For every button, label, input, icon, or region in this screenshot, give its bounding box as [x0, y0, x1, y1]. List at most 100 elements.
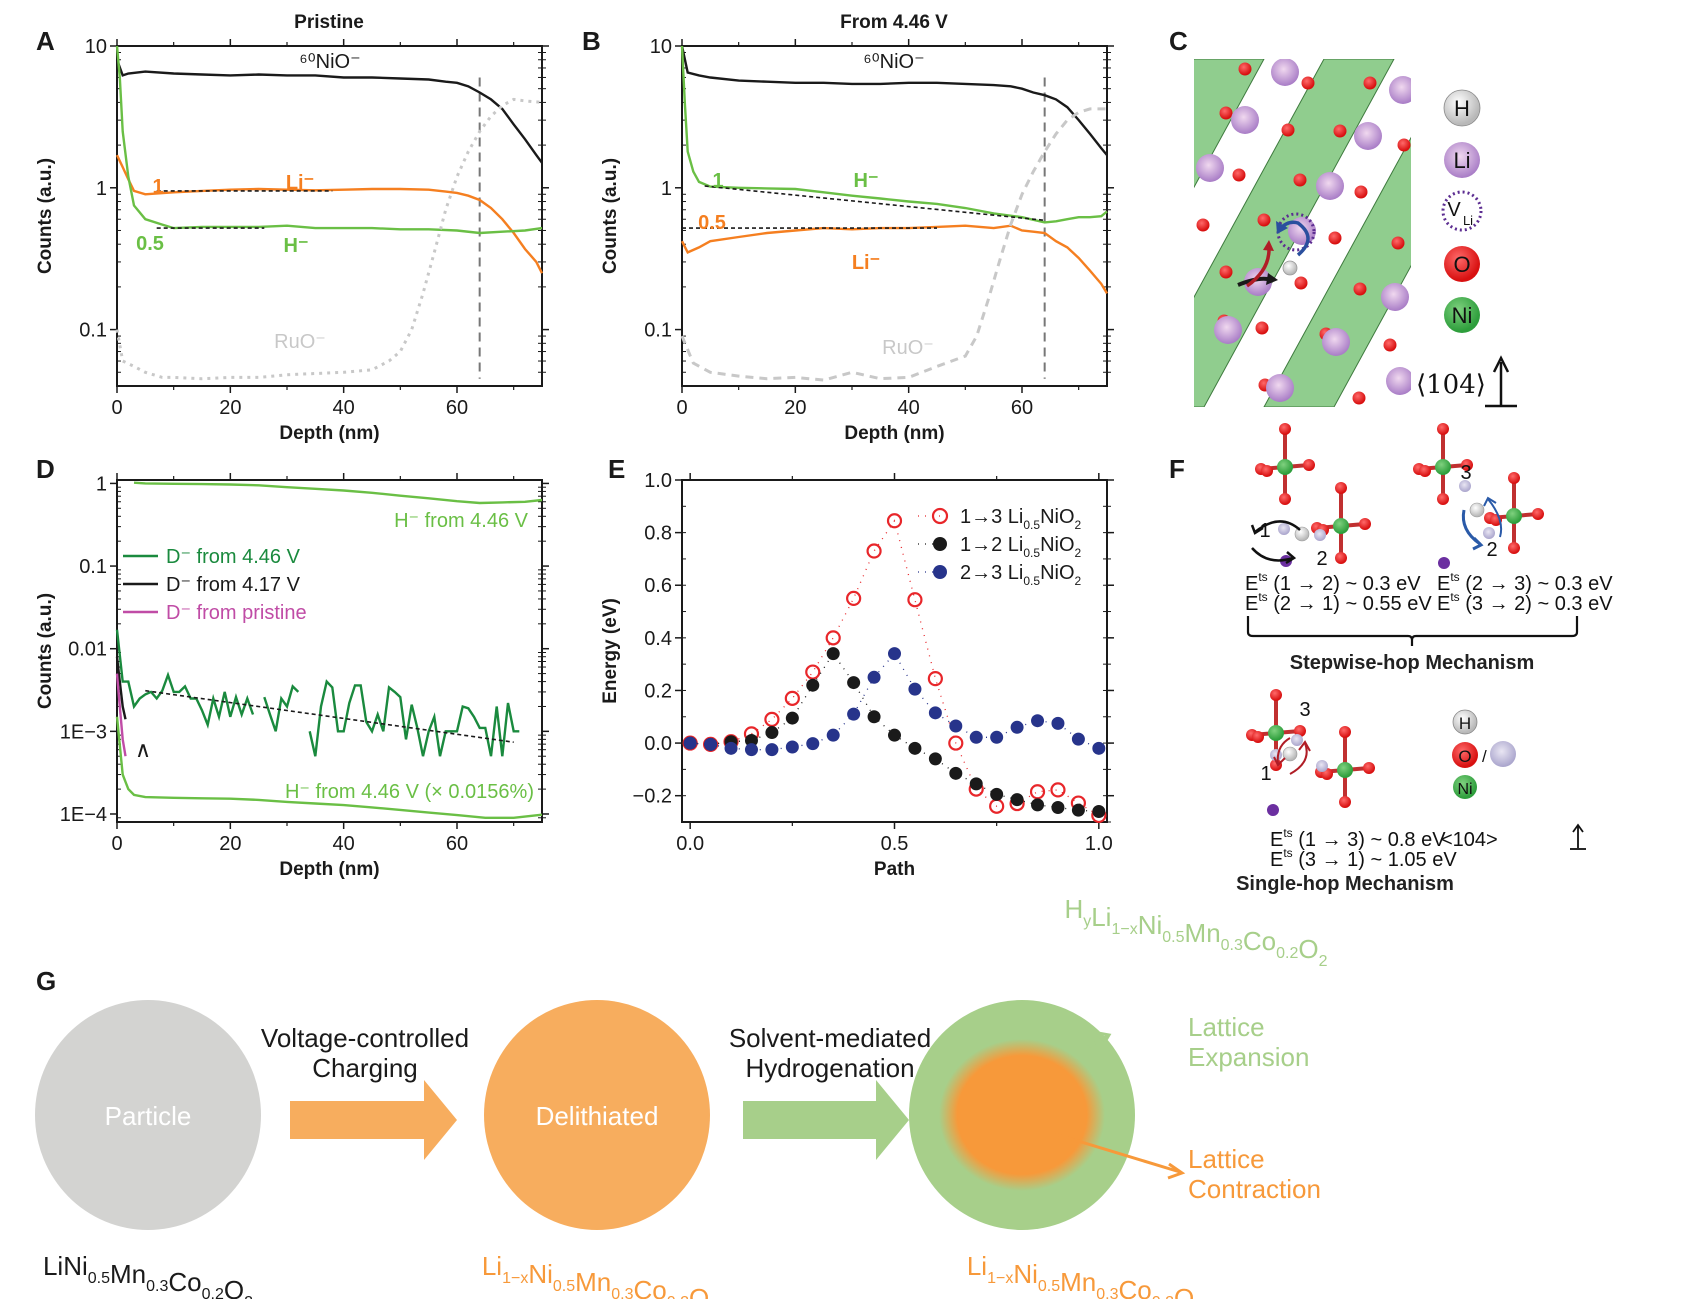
formula-element: Mn: [1185, 918, 1221, 948]
data-point: [888, 647, 901, 661]
hydrogenation-arrow-icon: [743, 1080, 909, 1160]
formula-element: O: [1174, 1283, 1194, 1299]
x-tick-label: 60: [446, 397, 468, 419]
lavender-oxygen-atom: [1483, 527, 1495, 539]
oxygen-atom: [1196, 218, 1210, 232]
panel-letter-a: A: [36, 26, 55, 56]
single-eq-2: Ets (3 → 1) ~ 1.05 eV: [1270, 846, 1457, 871]
legend-o-label: O: [1458, 747, 1471, 766]
direction-arrowhead-icon: [1572, 823, 1584, 833]
x-tick-label: 0.0: [676, 833, 704, 855]
data-point: [1071, 803, 1085, 817]
x-tick-label: 40: [898, 397, 920, 419]
y-axis-title: Counts (a.u.): [600, 158, 621, 274]
legend-label-main: 2→3 Li: [960, 562, 1023, 584]
y-tick-label: 0.8: [644, 523, 672, 545]
lattice-contraction-line2: Contraction: [1188, 1174, 1321, 1204]
annotation-label: RuO⁻: [274, 331, 326, 353]
formula-element: Li: [482, 1251, 502, 1281]
x-tick-label: 1.0: [1085, 833, 1113, 855]
lithium-atom: [1316, 172, 1344, 200]
formula-element: Ni: [1138, 910, 1163, 940]
stepwise-eq-1: Ets (1 → 2) ~ 0.3 eV: [1245, 570, 1421, 595]
oxygen-atom: [1532, 508, 1544, 520]
panel-letter-f: F: [1169, 454, 1185, 484]
formula-element: Mn: [1060, 1267, 1096, 1297]
data-point: [1071, 732, 1085, 746]
formula-delithiated: Li1−xNi0.5Mn0.3Co0.2O2: [482, 1251, 709, 1299]
oxygen-atom: [1397, 138, 1411, 152]
delithiated-particle: [484, 1000, 710, 1230]
data-point: [784, 690, 800, 706]
y-tick-label: 1: [96, 473, 107, 495]
oxygen-atom: [1391, 236, 1405, 250]
data-point: [1050, 782, 1066, 798]
legend-h-atom-icon: [1452, 709, 1478, 735]
oxygen-atom: [1335, 552, 1347, 564]
legend-vacancy-subscript: Li: [1463, 213, 1473, 228]
formula-element: Mn: [575, 1267, 611, 1297]
x-tick-label: 20: [784, 397, 806, 419]
legend-label: 1→3 Li0.5NiO2: [960, 506, 1082, 532]
lithium-atom: [1231, 106, 1259, 134]
legend-h-atom-icon: [1443, 89, 1481, 127]
y-tick-label: 1E−3: [60, 721, 107, 743]
charging-arrow-icon: [290, 1080, 457, 1160]
chart-d-deuterium: 0 20 40 60 1E−4 1E−3 0.01 0.1 1 Depth (nm) Counts …: [35, 473, 549, 880]
arrowhead-icon: [1250, 524, 1264, 535]
formula-element: O: [1298, 934, 1318, 964]
series-line-60nio-: [115, 59, 543, 164]
legend-o-label: O: [1453, 252, 1470, 277]
data-point: [724, 741, 738, 755]
legend-label: D⁻ from 4.17 V: [166, 574, 301, 596]
data-point: [785, 711, 799, 725]
series-line-li-: [115, 154, 544, 274]
formula-element: Ni: [528, 1259, 553, 1289]
data-point: [785, 740, 799, 754]
chemical-formula: LiNi0.5Mn0.3Co0.2O2: [43, 1251, 253, 1299]
lavender-oxygen-atom: [1314, 529, 1326, 541]
y-tick-label: 0.1: [79, 556, 107, 578]
formula-subscript: 0.2: [1152, 1294, 1174, 1299]
data-point: [764, 711, 780, 728]
panel-c-legend: H Li V Li O Ni ⟨104⟩: [1416, 89, 1517, 408]
data-point: [1051, 801, 1065, 815]
step1-line1: Voltage-controlled: [261, 1023, 469, 1053]
data-point: [969, 730, 983, 744]
formula-element: O: [224, 1275, 244, 1299]
particle-label: Particle: [105, 1101, 192, 1131]
formula-subscript: 1−x: [1111, 921, 1137, 938]
oxygen-atom: [1352, 391, 1366, 405]
x-tick-label: 20: [219, 397, 241, 419]
lattice-expansion-line1: Lattice: [1188, 1012, 1265, 1042]
annotation-label: H⁻: [854, 170, 879, 192]
legend-label-tail: NiO: [1040, 534, 1074, 556]
annotation-label: ⁶⁰NiO⁻: [863, 51, 924, 73]
site-label-1: 1: [1259, 520, 1270, 542]
formula-subscript: 0.3: [1096, 1286, 1118, 1299]
crystal-structure-illustration: H Li V Li O Ni ⟨104⟩: [1194, 59, 1517, 408]
formula-subscript: 0.3: [1221, 937, 1243, 954]
single-direction-104-label: <104>: [1441, 829, 1498, 851]
data-point: [886, 513, 903, 529]
oxygen-atom: [1359, 518, 1371, 530]
x-axis-title: Depth (nm): [844, 423, 944, 444]
data-point: [1029, 784, 1046, 800]
series-line-h-from-4-46-v: [133, 481, 543, 505]
legend-ni-label: Ni: [1452, 303, 1473, 328]
formula-element: Co: [1119, 1275, 1152, 1299]
nickel-atom: [1268, 725, 1284, 741]
oxygen-atom: [1437, 423, 1449, 435]
chart-e-energy-path: 0.0 0.5 1.0 −0.2 0.0 0.2 0.4 0.6 0.8 1.0 Path Energ…: [600, 470, 1114, 880]
data-point: [1010, 793, 1024, 807]
lattice-contraction-line1: Lattice: [1188, 1144, 1265, 1174]
data-point: [683, 736, 697, 750]
hop-mechanism-diagrams: 1 2 3 2 3 1 Ets (1 → 2) ~ 0.3 eV Ets (2 …: [1236, 423, 1613, 895]
x-tick-label: 60: [446, 833, 468, 855]
x-tick-label: 20: [219, 833, 241, 855]
panel-letter-g: G: [36, 966, 56, 996]
y-tick-label: 0.2: [644, 680, 672, 702]
legend-vacancy-label: V: [1447, 199, 1461, 221]
nio6-layer: [1263, 136, 1411, 407]
data-point: [847, 707, 861, 721]
